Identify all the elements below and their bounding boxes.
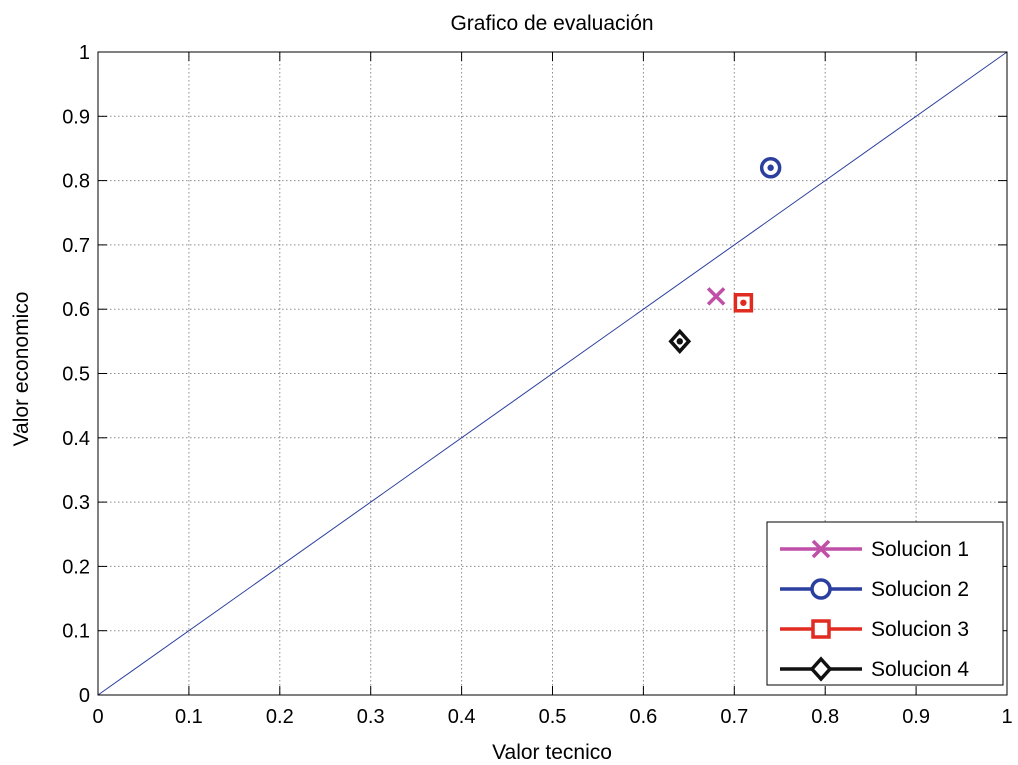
data-point-dot	[740, 299, 747, 306]
data-point-x	[706, 287, 726, 306]
data-point-dot	[767, 164, 774, 171]
y-tick-label: 0.6	[62, 299, 90, 321]
legend: Solucion 1 Solucion 2 Solucion 3 Solucion 4	[766, 521, 1004, 686]
y-tick-label: 0	[79, 685, 90, 707]
x-tick-label: 0.9	[902, 706, 930, 728]
legend-item: Solucion 1	[780, 538, 969, 561]
legend-item: Solucion 4	[780, 656, 969, 682]
data-point-square	[733, 293, 754, 313]
legend-marker-circle	[810, 578, 832, 600]
chart-title: Grafico de evaluación	[450, 12, 653, 35]
data-points	[668, 156, 782, 354]
y-tick-label: 0.7	[62, 235, 90, 257]
y-tick-labels: 0 0.1 0.2 0.3 0.4 0.5 0.6 0.7 0.8 0.9 1	[62, 42, 90, 707]
reference-line	[97, 51, 1008, 696]
legend-label: Solucion 1	[871, 538, 969, 561]
x-tick-label: 0.5	[539, 706, 567, 728]
x-tick-label: 0.6	[629, 706, 657, 728]
x-tick-label: 0.8	[811, 706, 839, 728]
x-tick-label: 0.2	[266, 706, 294, 728]
legend-label: Solucion 2	[871, 578, 969, 601]
legend-item: Solucion 3	[780, 618, 969, 641]
y-tick-label: 0.8	[62, 171, 90, 193]
data-point-dot	[676, 338, 683, 345]
y-tick-label: 0.3	[62, 492, 90, 514]
legend-label: Solucion 3	[871, 618, 969, 641]
data-point-circle	[759, 156, 782, 179]
y-tick-label: 0.2	[62, 556, 90, 578]
x-tick-label: 1	[1001, 706, 1012, 728]
data-point-diamond	[668, 328, 692, 354]
x-axis-label: Valor tecnico	[492, 741, 612, 764]
y-tick-label: 0.9	[62, 106, 90, 128]
y-tick-label: 0.4	[62, 428, 90, 450]
x-tick-label: 0.3	[357, 706, 385, 728]
reference-line-layer	[97, 51, 1008, 696]
y-tick-label: 0.1	[62, 621, 90, 643]
legend-marker-square	[811, 619, 831, 639]
legend-marker-diamond	[809, 656, 833, 682]
x-tick-labels: 0 0.1 0.2 0.3 0.4 0.5 0.6 0.7 0.8 0.9 1	[92, 706, 1012, 728]
legend-item: Solucion 2	[780, 578, 969, 601]
x-tick-label: 0.4	[448, 706, 476, 728]
x-tick-label: 0.1	[175, 706, 203, 728]
y-tick-label: 1	[79, 42, 90, 64]
x-tick-label: 0	[92, 706, 103, 728]
y-tick-label: 0.5	[62, 364, 90, 386]
y-axis-label: Valor economico	[10, 292, 33, 447]
legend-marker-x	[811, 539, 831, 559]
x-tick-label: 0.7	[720, 706, 748, 728]
legend-label: Solucion 4	[871, 658, 969, 681]
